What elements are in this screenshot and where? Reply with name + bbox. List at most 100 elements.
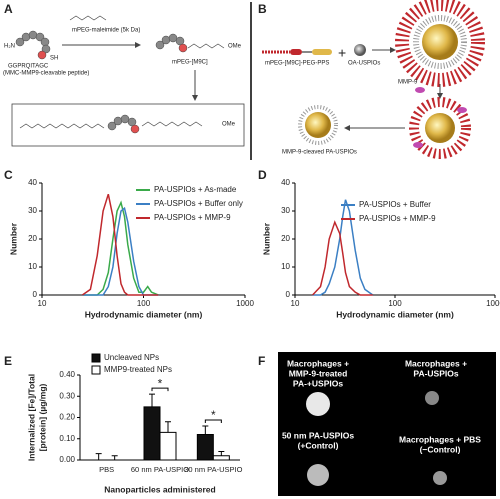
micelle: [409, 97, 471, 159]
legend-label: MMP9-treated NPs: [104, 365, 172, 374]
significance-bracket: [204, 419, 222, 423]
y-tick-label: 0: [33, 290, 38, 299]
chem-text: H₂N: [4, 44, 15, 50]
bar: [196, 434, 214, 461]
series-line: [312, 220, 373, 296]
structure: [19, 123, 105, 129]
y-tick-label: 0.30: [59, 391, 75, 400]
structure: [141, 121, 203, 127]
legend-label: PA-USPIOs + MMP-9: [359, 214, 436, 223]
significance-bracket: [151, 387, 169, 392]
chem-text: OMe: [222, 122, 236, 128]
plus: +: [338, 45, 346, 61]
well-spot: [306, 392, 330, 416]
panel-b: B mPEG-[M9C]-PEG-PPS + OA-USPIOs MMP-9 M…: [258, 0, 485, 159]
x-tick-label: 10: [291, 299, 300, 308]
legend-label: Uncleaved NPs: [104, 353, 159, 362]
x-tick-label: PBS: [99, 465, 114, 474]
x-axis-label: Hydrodynamic diameter (nm): [85, 309, 203, 319]
bar: [143, 406, 161, 461]
legend-label: PA-USPIOs + MMP-9: [154, 213, 231, 222]
peptide: [15, 30, 51, 60]
well-label: (+Control): [298, 440, 339, 450]
y-tick-label: 0.10: [59, 434, 75, 443]
y-tick-label: 0.20: [59, 413, 75, 422]
structure: [69, 15, 107, 21]
peptide-note: (MMC-MMP9-cleavable peptide): [3, 71, 89, 77]
chem-text: SH: [50, 56, 58, 62]
x-tick-label: 100: [137, 299, 151, 308]
y-tick-label: 10: [281, 262, 290, 271]
product-peptide: [155, 33, 188, 53]
legend-label: PA-USPIOs + As-made: [154, 185, 237, 194]
cleaved-peptide: [107, 114, 140, 134]
y-tick-label: 0.40: [59, 370, 75, 379]
series-line: [312, 199, 374, 296]
series-line: [81, 193, 159, 296]
y-tick-label: 20: [281, 234, 290, 243]
y-tick-label: 20: [28, 234, 37, 243]
significance-label: *: [158, 376, 163, 390]
y-axis-label: Internalized [Fe]/Total: [26, 374, 36, 461]
micelle: [413, 15, 467, 69]
bar: [159, 431, 177, 461]
polymer-peptide: [290, 49, 302, 55]
y-tick-label: 10: [28, 262, 37, 271]
well-label: MMP-9-treated: [289, 368, 348, 378]
micelle-core: [425, 113, 455, 143]
panel-label: F: [258, 354, 265, 368]
well-label: Macrophages +: [405, 358, 467, 368]
polymer-pps: [312, 49, 332, 55]
polymer-name: mPEG-[M9C]-PEG-PPS: [265, 61, 329, 67]
core-particle: [354, 44, 366, 56]
x-tick-label: 1000: [486, 299, 500, 308]
y-axis-label: Number: [261, 222, 271, 255]
micelle-core: [422, 24, 458, 60]
result-name: MMP-9-cleaved PA-USPIOs: [282, 150, 357, 156]
well-label: Macrophages +: [287, 358, 349, 368]
structure: [187, 43, 225, 49]
product-name: mPEG-[M9C]: [172, 60, 208, 66]
bar: [212, 455, 230, 461]
chem-text: OMe: [228, 44, 242, 50]
x-tick-label: 30 nm PA-USPIO: [184, 465, 242, 474]
well-spot: [307, 464, 329, 486]
product-box: [11, 103, 245, 147]
x-axis-label: Nanoparticles administered: [104, 484, 215, 494]
enzyme: [413, 142, 423, 148]
y-tick-label: 30: [281, 206, 290, 215]
panel-label: E: [4, 354, 12, 368]
reagent: mPEG-maleimide (5k Da): [72, 28, 140, 34]
y-axis-label: [protein] (µg/mg): [37, 383, 47, 451]
panel-a: A H₂N SH GGPRQITAGC (MMC-MMP9-cleavable …: [3, 2, 245, 147]
legend-label: PA-USPIOs + Buffer: [359, 200, 431, 209]
y-axis-label: Number: [8, 222, 18, 255]
core-name: OA-USPIOs: [348, 61, 380, 67]
panel-label: A: [4, 2, 13, 16]
well-label: PA-USPIOs: [413, 368, 458, 378]
well-spot: [433, 471, 447, 485]
enzyme: [415, 87, 425, 93]
well-label: (−Control): [420, 444, 461, 454]
y-tick-label: 40: [28, 178, 37, 187]
well-label: Macrophages + PBS: [399, 434, 481, 444]
panel-label: D: [258, 168, 267, 182]
legend-swatch: [91, 365, 101, 375]
significance-label: *: [211, 408, 216, 422]
x-axis-label: Hydrodynamic diameter (nm): [336, 309, 454, 319]
well-spot: [425, 391, 439, 405]
x-tick-label: 1000: [236, 299, 254, 308]
x-tick-label: 60 nm PA-USPIO: [131, 465, 189, 474]
y-tick-label: 30: [28, 206, 37, 215]
peptide-name: GGPRQITAGC: [8, 64, 49, 70]
y-tick-label: 0: [286, 290, 291, 299]
panel-label: B: [258, 2, 267, 16]
panel-label: C: [4, 168, 13, 182]
x-tick-label: 100: [388, 299, 402, 308]
legend-label: PA-USPIOs + Buffer only: [154, 199, 243, 208]
x-tick-label: 10: [38, 299, 47, 308]
cleaved-core: [305, 112, 331, 138]
enzyme-name: MMP-9: [398, 80, 418, 86]
panel-f: F: [258, 352, 496, 496]
y-tick-label: 40: [281, 178, 290, 187]
